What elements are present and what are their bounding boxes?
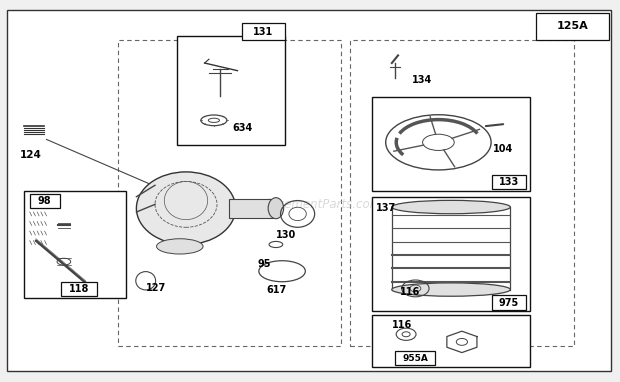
Text: 975: 975 [498, 298, 519, 308]
Text: 125A: 125A [557, 21, 589, 31]
FancyBboxPatch shape [229, 199, 273, 218]
Bar [536, 13, 609, 40]
Ellipse shape [156, 239, 203, 254]
Text: 116: 116 [400, 287, 420, 297]
Ellipse shape [136, 172, 236, 244]
Text: 98: 98 [32, 197, 46, 207]
Bar [242, 23, 285, 40]
Text: 134: 134 [412, 75, 433, 85]
Text: 137: 137 [376, 203, 397, 213]
Bar [492, 175, 526, 189]
Bar [118, 40, 341, 346]
Text: 133: 133 [498, 177, 519, 187]
Text: 124: 124 [20, 150, 42, 160]
Text: 95: 95 [257, 259, 271, 269]
Text: 98: 98 [38, 196, 51, 206]
Text: 617: 617 [267, 285, 287, 295]
Bar [372, 97, 530, 191]
Text: 118: 118 [69, 284, 89, 294]
Bar [30, 194, 60, 208]
Text: 116: 116 [392, 320, 412, 330]
Text: 104: 104 [493, 144, 513, 154]
Text: eReplacementParts.com: eReplacementParts.com [238, 198, 382, 211]
Bar [61, 282, 97, 296]
Text: 131: 131 [254, 26, 273, 37]
Bar [372, 197, 530, 311]
Bar [372, 315, 530, 367]
Text: 130: 130 [276, 230, 296, 240]
Ellipse shape [268, 198, 283, 219]
Bar [24, 191, 126, 298]
Text: 634: 634 [232, 123, 253, 133]
Bar [350, 40, 574, 346]
Text: 127: 127 [146, 283, 166, 293]
Bar [177, 36, 285, 145]
Text: 955A: 955A [402, 354, 428, 363]
Bar [395, 351, 435, 365]
Ellipse shape [392, 283, 510, 296]
Text: 118: 118 [63, 285, 82, 295]
Ellipse shape [392, 201, 510, 214]
Bar [492, 295, 526, 310]
